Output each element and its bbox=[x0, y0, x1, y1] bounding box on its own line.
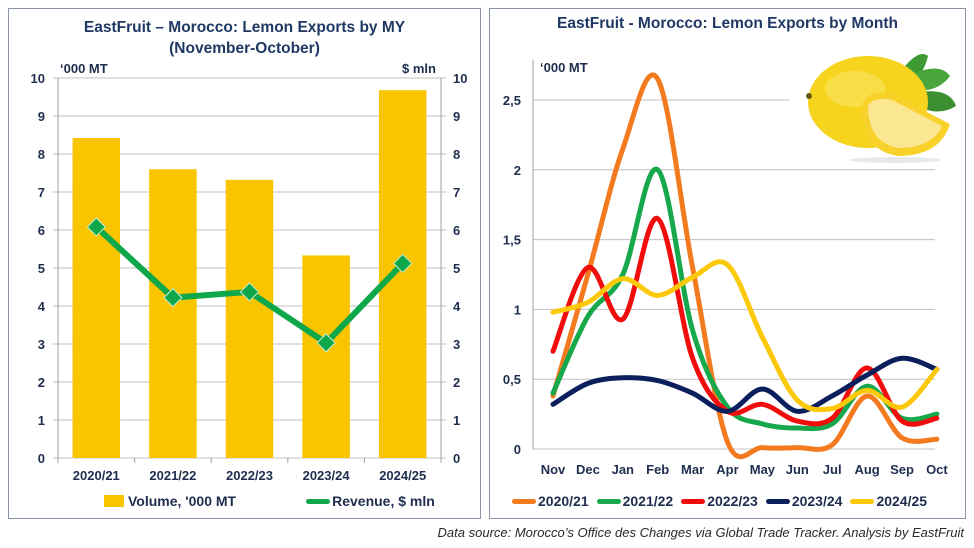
data-source-note: Data source: Morocco’s Office des Change… bbox=[437, 525, 964, 540]
annual-x-tick-label: 2020/21 bbox=[73, 468, 120, 483]
monthly-x-tick-label: Aug bbox=[854, 462, 879, 477]
monthly-x-tick-label: Apr bbox=[716, 462, 738, 477]
legend-swatch bbox=[765, 498, 790, 504]
annual-y-tick-left: 10 bbox=[31, 71, 45, 86]
monthly-y-tick: 1 bbox=[514, 302, 521, 317]
annual-y-label-right: $ mln bbox=[402, 61, 436, 76]
legend-label: 2020/21 bbox=[538, 493, 589, 509]
legend-item-revenue: Revenue, $ mln bbox=[306, 493, 435, 509]
annual-x-tick-label: 2024/25 bbox=[379, 468, 426, 483]
annual-chart-subtitle: (November-October) bbox=[169, 40, 320, 57]
lemon-icon bbox=[806, 53, 956, 163]
monthly-series-line-2024-25 bbox=[550, 259, 940, 413]
monthly-x-tick-label: Jan bbox=[612, 462, 634, 477]
monthly-y-tick: 1,5 bbox=[503, 233, 521, 248]
annual-y-tick-left: 9 bbox=[38, 109, 45, 124]
monthly-x-tick-label: Dec bbox=[576, 462, 600, 477]
monthly-y-label: ‘000 MT bbox=[540, 60, 588, 75]
legend-label: 2022/23 bbox=[707, 493, 758, 509]
monthly-series-line-2023-24 bbox=[550, 355, 940, 414]
annual-y-tick-right: 8 bbox=[453, 147, 460, 162]
legend-label: 2024/25 bbox=[876, 493, 928, 509]
revenue-point bbox=[392, 253, 413, 274]
annual-y-tick-left: 7 bbox=[38, 185, 45, 200]
annual-y-tick-left: 3 bbox=[38, 337, 45, 352]
legend-swatch bbox=[850, 498, 875, 504]
annual-y-tick-left: 8 bbox=[38, 147, 45, 162]
annual-legend: Volume, '000 MT Revenue, $ mln bbox=[104, 493, 453, 509]
monthly-x-tick-label: Sep bbox=[890, 462, 914, 477]
annual-y-tick-right: 6 bbox=[453, 223, 460, 238]
monthly-x-tick-label: May bbox=[750, 462, 776, 477]
monthly-x-tick-label: Nov bbox=[541, 462, 566, 477]
annual-y-tick-right: 3 bbox=[453, 337, 460, 352]
legend-label: 2021/22 bbox=[622, 493, 674, 509]
monthly-x-tick-label: Oct bbox=[926, 462, 948, 477]
monthly-chart-title: EastFruit - Morocco: Lemon Exports by Mo… bbox=[556, 15, 898, 32]
revenue-point bbox=[86, 217, 107, 237]
annual-chart-title: EastFruit – Morocco: Lemon Exports by MY bbox=[83, 19, 406, 36]
legend-swatch bbox=[681, 498, 706, 504]
volume-bar bbox=[378, 90, 427, 458]
annual-y-tick-left: 1 bbox=[38, 413, 45, 428]
legend-swatch-volume bbox=[104, 495, 124, 507]
legend-swatch bbox=[596, 498, 621, 504]
annual-y-tick-left: 5 bbox=[38, 261, 45, 276]
legend-item-2024-25: 2024/25 bbox=[850, 493, 927, 509]
annual-y-tick-left: 6 bbox=[38, 223, 45, 238]
annual-y-tick-right: 4 bbox=[453, 299, 461, 314]
volume-bar bbox=[225, 179, 274, 458]
annual-y-tick-right: 10 bbox=[453, 71, 467, 86]
legend-item-2022-23: 2022/23 bbox=[681, 493, 758, 509]
annual-y-tick-left: 4 bbox=[38, 299, 46, 314]
legend-label-volume: Volume, '000 MT bbox=[128, 493, 237, 509]
legend-item-2020-21: 2020/21 bbox=[512, 493, 589, 509]
annual-y-tick-right: 0 bbox=[453, 451, 460, 466]
annual-y-tick-right: 2 bbox=[453, 375, 460, 390]
legend-item-volume: Volume, '000 MT bbox=[104, 493, 236, 509]
monthly-y-tick: 0,5 bbox=[503, 372, 521, 387]
monthly-y-tick: 0 bbox=[514, 442, 521, 457]
annual-y-tick-right: 7 bbox=[453, 185, 460, 200]
legend-item-2023-24: 2023/24 bbox=[765, 493, 843, 509]
volume-bar bbox=[72, 138, 121, 459]
legend-swatch bbox=[512, 498, 536, 504]
monthly-y-tick: 2,5 bbox=[503, 93, 521, 108]
monthly-x-tick-label: Jul bbox=[823, 462, 842, 477]
annual-x-tick-label: 2021/22 bbox=[149, 468, 196, 483]
legend-swatch-revenue bbox=[306, 498, 331, 504]
annual-y-tick-left: 2 bbox=[38, 375, 45, 390]
monthly-legend: 2020/21 2021/22 2022/23 2023/24 2024/25 bbox=[512, 493, 935, 509]
annual-y-tick-left: 0 bbox=[38, 451, 45, 466]
revenue-point bbox=[163, 287, 183, 308]
revenue-point bbox=[239, 282, 260, 302]
monthly-x-tick-label: Mar bbox=[681, 462, 704, 477]
volume-bar bbox=[302, 255, 350, 458]
annual-y-tick-right: 5 bbox=[453, 261, 460, 276]
annual-y-tick-right: 1 bbox=[453, 413, 460, 428]
monthly-y-tick: 2 bbox=[514, 163, 521, 178]
legend-item-2021-22: 2021/22 bbox=[596, 493, 674, 509]
volume-bar bbox=[149, 169, 197, 458]
annual-y-tick-right: 9 bbox=[453, 109, 460, 124]
annual-x-tick-label: 2022/23 bbox=[226, 468, 273, 483]
monthly-x-tick-label: Feb bbox=[646, 462, 669, 477]
monthly-x-tick-label: Jun bbox=[786, 462, 809, 477]
legend-label: 2023/24 bbox=[791, 493, 843, 509]
legend-label-revenue: Revenue, $ mln bbox=[332, 493, 435, 509]
revenue-point bbox=[316, 333, 336, 353]
annual-x-tick-label: 2023/24 bbox=[303, 468, 351, 483]
annual-y-label-left: ‘000 MT bbox=[60, 61, 108, 76]
